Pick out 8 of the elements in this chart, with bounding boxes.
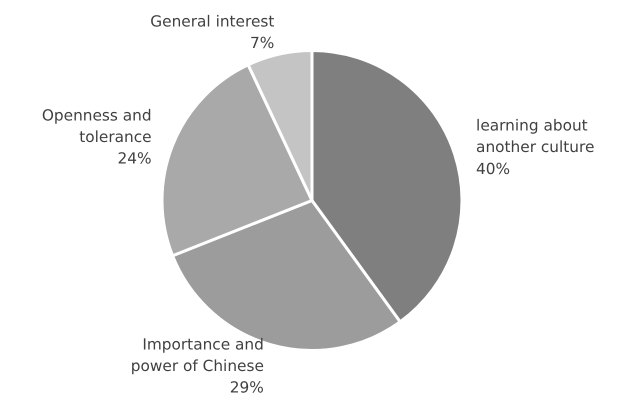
slice-label: General interest (150, 12, 274, 30)
data-label: 7% (250, 34, 274, 52)
data-label: 40% (476, 160, 510, 178)
slice-label: Importance and power of Chinese (130, 336, 264, 376)
slice-label: learning about another culture (476, 116, 594, 156)
slice-label: Openness and tolerance (42, 106, 152, 146)
data-label: 29% (230, 378, 264, 397)
data-label: 24% (118, 150, 152, 168)
